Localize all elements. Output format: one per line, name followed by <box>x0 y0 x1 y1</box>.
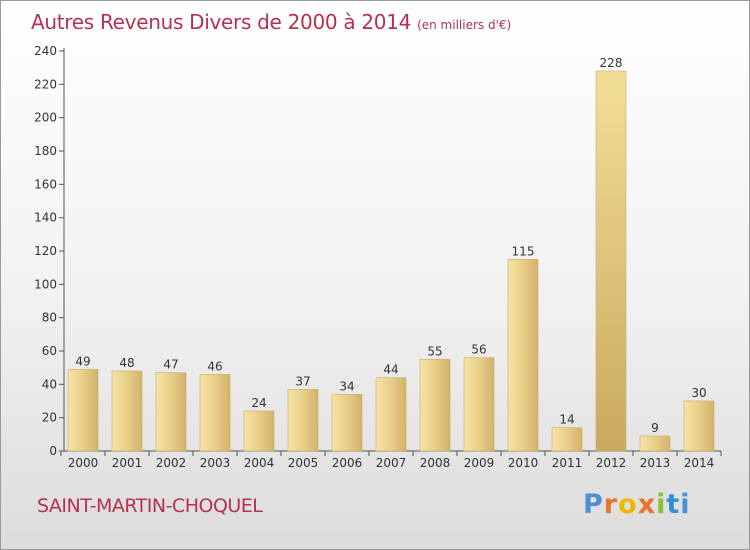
value-label-2006: 34 <box>339 379 354 393</box>
y-tick-label-140: 140 <box>34 211 57 225</box>
commune-name: SAINT-MARTIN-CHOQUEL <box>37 495 263 517</box>
chart-unit: (en milliers d'€) <box>417 18 512 32</box>
logo-letter: i <box>680 489 691 520</box>
x-tick-label-2014: 2014 <box>684 456 715 470</box>
proxiti-logo: Proxiti <box>583 489 691 520</box>
bar-2006 <box>331 394 363 452</box>
axes: 0 20 40 60 80 100 120 140 160 180 200 220 240 2000 200… <box>34 44 722 470</box>
value-label-2014: 30 <box>691 386 706 400</box>
y-tick-label-120: 120 <box>34 244 57 258</box>
y-tick-label-60: 60 <box>42 344 57 358</box>
y-tick-label-80: 80 <box>42 311 57 325</box>
value-label-2009: 56 <box>471 343 486 357</box>
value-label-2011: 14 <box>559 413 574 427</box>
value-label-2005: 37 <box>295 374 310 388</box>
bar-2010 <box>507 259 539 452</box>
x-tick-label-2013: 2013 <box>640 456 671 470</box>
bar-2012 <box>595 70 627 452</box>
bar-2000 <box>67 369 99 452</box>
bar-2014 <box>683 400 715 452</box>
x-tick-label-2007: 2007 <box>376 456 407 470</box>
bar-2013 <box>639 435 671 452</box>
value-label-2003: 46 <box>207 359 222 373</box>
x-tick-label-2002: 2002 <box>156 456 187 470</box>
value-label-2004: 24 <box>251 396 266 410</box>
value-label-2012: 228 <box>600 56 623 70</box>
value-label-2002: 47 <box>163 358 178 372</box>
bar-2002 <box>155 372 187 452</box>
bar-2005 <box>287 389 319 452</box>
logo-letter: x <box>637 489 657 520</box>
logo-letter: t <box>666 489 681 520</box>
value-label-2010: 115 <box>512 244 535 258</box>
x-tick-label-2001: 2001 <box>112 456 143 470</box>
y-tick-label-220: 220 <box>34 77 57 91</box>
x-tick-label-2006: 2006 <box>332 456 363 470</box>
chart-title: Autres Revenus Divers de 2000 à 2014 <box>31 10 412 34</box>
logo-letter: o <box>618 489 638 520</box>
x-tick-label-2011: 2011 <box>552 456 583 470</box>
y-tick-label-40: 40 <box>42 377 57 391</box>
value-label-2013: 9 <box>651 421 659 435</box>
y-tick-label-200: 200 <box>34 111 57 125</box>
logo-letter: i <box>656 489 667 520</box>
y-tick-label-100: 100 <box>34 277 57 291</box>
y-tick-label-160: 160 <box>34 177 57 191</box>
bar-2001 <box>111 370 143 452</box>
value-label-2008: 55 <box>427 344 442 358</box>
x-tick-label-2008: 2008 <box>420 456 451 470</box>
x-tick-label-2003: 2003 <box>200 456 231 470</box>
x-tick-label-2004: 2004 <box>244 456 275 470</box>
bar-2007 <box>375 377 407 452</box>
y-tick-label-0: 0 <box>49 444 57 458</box>
bar-2011 <box>551 427 583 452</box>
bars: 49 48 47 46 24 37 34 44 55 56 115 14 228 9 30 <box>67 56 715 452</box>
value-label-2001: 48 <box>119 356 134 370</box>
y-tick-label-20: 20 <box>42 411 57 425</box>
y-tick-label-240: 240 <box>34 44 57 58</box>
x-tick-label-2012: 2012 <box>596 456 627 470</box>
bar-2009 <box>463 357 495 452</box>
logo-letter: r <box>603 489 619 520</box>
x-tick-label-2010: 2010 <box>508 456 539 470</box>
value-label-2000: 49 <box>75 354 90 368</box>
y-tick-label-180: 180 <box>34 144 57 158</box>
bar-2008 <box>419 359 451 452</box>
value-label-2007: 44 <box>383 363 398 377</box>
chart-title-block: Autres Revenus Divers de 2000 à 2014 (en … <box>31 10 511 34</box>
x-tick-label-2000: 2000 <box>68 456 99 470</box>
x-tick-label-2009: 2009 <box>464 456 495 470</box>
bar-2004 <box>243 410 275 452</box>
x-tick-label-2005: 2005 <box>288 456 319 470</box>
logo-letter: P <box>583 489 604 520</box>
bar-2003 <box>199 374 231 452</box>
